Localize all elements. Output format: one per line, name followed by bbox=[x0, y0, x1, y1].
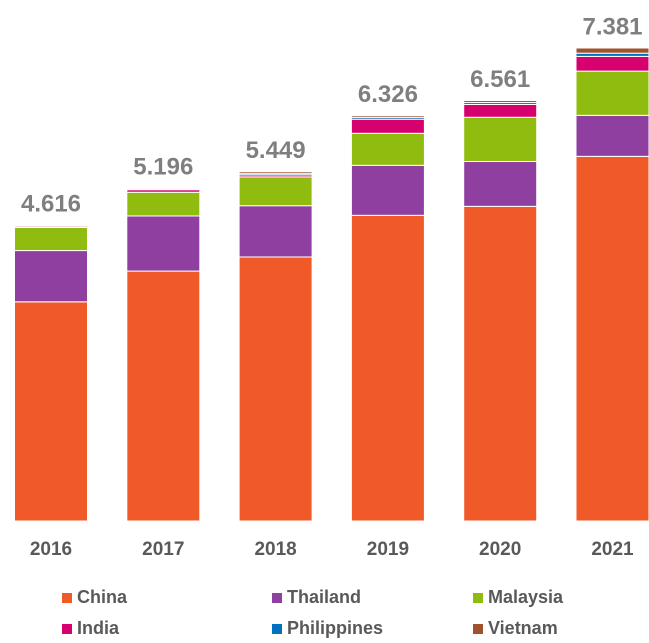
legend-swatch bbox=[473, 593, 483, 603]
bar-segment bbox=[463, 160, 538, 207]
x-tick-label: 2016 bbox=[30, 539, 72, 560]
total-label: 6.326 bbox=[358, 81, 418, 108]
bar-segment bbox=[463, 116, 538, 162]
total-label: 5.196 bbox=[133, 153, 193, 180]
bar-segment bbox=[126, 191, 201, 217]
bar-segment bbox=[14, 301, 88, 522]
total-label: 7.381 bbox=[582, 13, 642, 40]
legend-swatch bbox=[272, 624, 282, 634]
bar-segment bbox=[126, 215, 201, 272]
legend-label: Malaysia bbox=[488, 587, 564, 607]
total-label: 5.449 bbox=[246, 137, 306, 164]
bar-segment bbox=[350, 214, 425, 522]
bar-segment bbox=[575, 155, 649, 522]
bar-segment bbox=[350, 115, 425, 118]
bar-segment bbox=[14, 250, 88, 303]
legend-label: China bbox=[77, 587, 128, 607]
legend-label: Philippines bbox=[287, 618, 383, 638]
x-tick-label: 2017 bbox=[142, 539, 184, 560]
x-tick-label: 2018 bbox=[254, 539, 296, 560]
total-label: 4.616 bbox=[21, 191, 81, 218]
bar-segment bbox=[575, 47, 649, 54]
bar-segment bbox=[126, 270, 201, 522]
legend-label: Vietnam bbox=[488, 618, 558, 638]
bar-segment bbox=[463, 205, 538, 522]
bar-segment bbox=[14, 226, 88, 252]
legend-label: Thailand bbox=[287, 587, 361, 607]
x-tick-label: 2021 bbox=[591, 539, 634, 560]
bar-segment bbox=[238, 176, 313, 207]
total-label: 6.561 bbox=[470, 66, 530, 93]
legend-swatch bbox=[272, 593, 282, 603]
legend-label: India bbox=[77, 618, 120, 638]
bar-segment bbox=[238, 256, 313, 522]
x-tick-label: 2020 bbox=[479, 539, 521, 560]
bar-segment bbox=[350, 118, 425, 134]
bar-segment bbox=[575, 55, 649, 72]
bar-segment bbox=[463, 103, 538, 118]
legend-swatch bbox=[62, 593, 72, 603]
bar-segment bbox=[575, 114, 649, 157]
bar-segment bbox=[238, 171, 313, 175]
bar-segment bbox=[126, 187, 201, 190]
x-tick-label: 2019 bbox=[367, 539, 409, 560]
bar-segment bbox=[14, 224, 88, 227]
bar-segment bbox=[575, 70, 649, 116]
bar-segment bbox=[350, 164, 425, 216]
legend-swatch bbox=[62, 624, 72, 634]
bar-segment bbox=[238, 205, 313, 258]
legend-swatch bbox=[473, 624, 483, 634]
bar-segment bbox=[350, 132, 425, 166]
bar-segment bbox=[463, 100, 538, 104]
